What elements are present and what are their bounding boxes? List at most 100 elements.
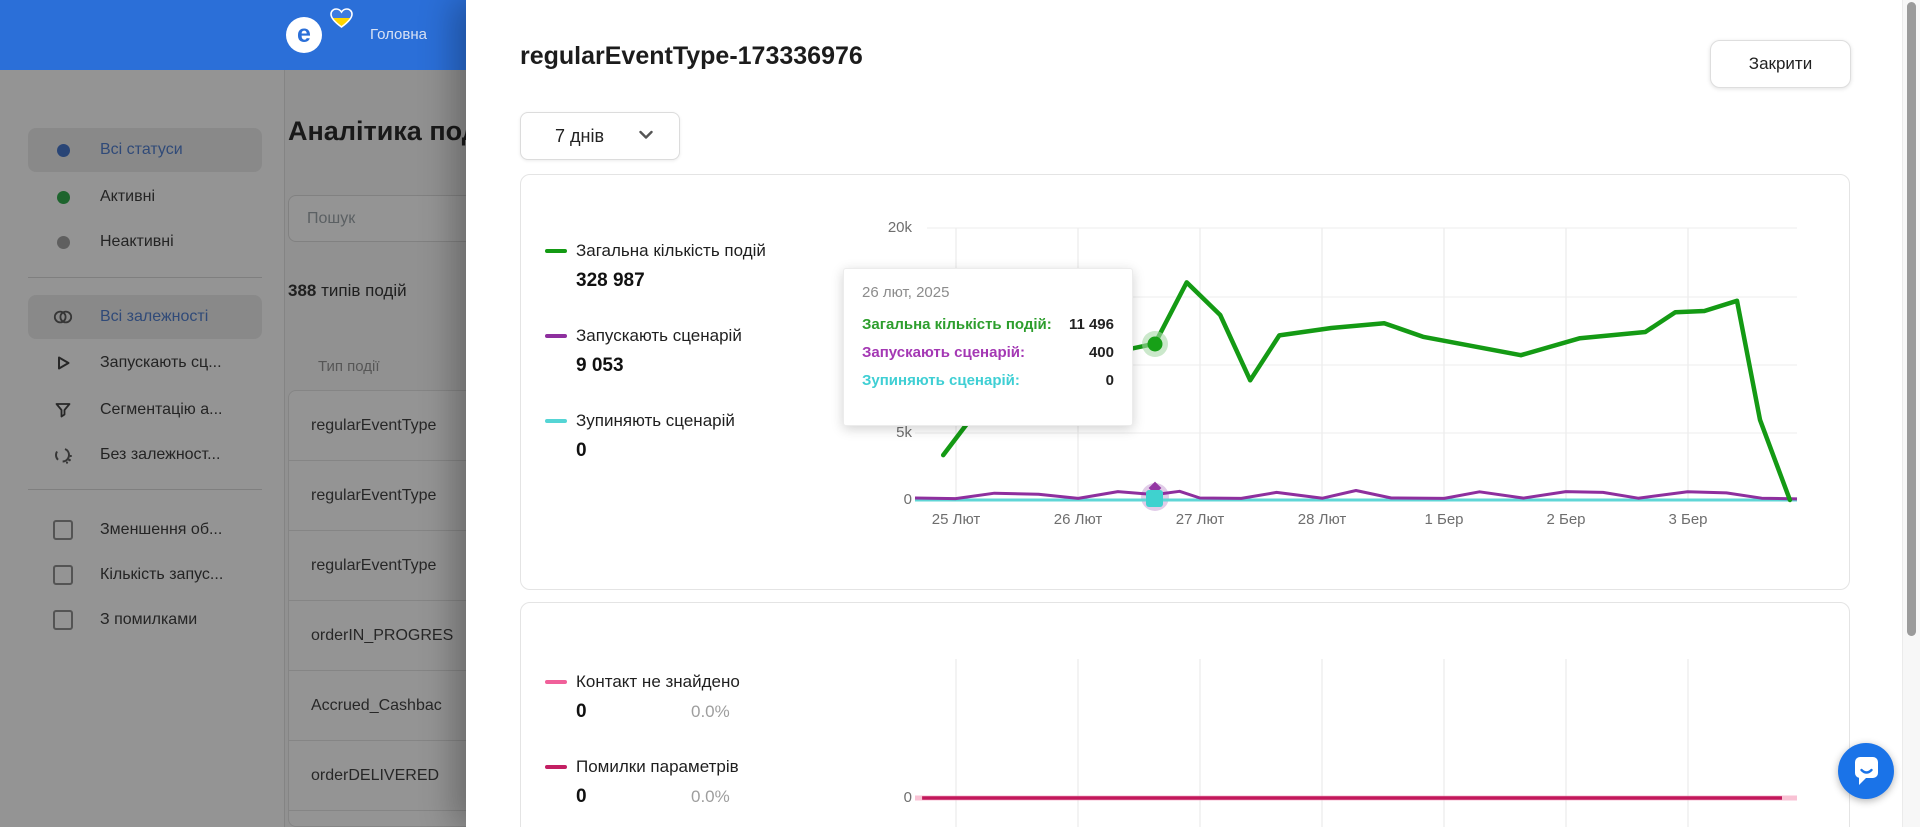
sidebar-item-all-statuses[interactable]: Всі статуси (28, 128, 262, 172)
legend-value: 0 (576, 786, 587, 807)
scrollbar-track[interactable] (1902, 0, 1920, 827)
chat-bubble-icon (1855, 757, 1878, 785)
sidebar-item-active[interactable]: Активні (28, 175, 262, 219)
count-label: типів подій (321, 281, 407, 300)
status-dot-gray (57, 236, 70, 249)
play-icon (58, 356, 70, 370)
legend-dash (545, 680, 567, 684)
period-select-value: 7 днів (555, 126, 605, 146)
y-tick: 5k (896, 424, 912, 441)
brand-logo-icon[interactable]: e (286, 17, 322, 53)
x-tick: 2 Бер (1546, 511, 1586, 528)
status-dot-green (57, 191, 70, 204)
sidebar-divider (28, 489, 262, 490)
y-tick: 0 (903, 789, 912, 806)
funnel-icon (55, 403, 71, 418)
chart-card-events (520, 174, 1850, 590)
count-value: 388 (288, 281, 317, 300)
legend-value: 0 (576, 440, 587, 461)
chat-launcher-button[interactable] (1838, 743, 1894, 799)
legend-item-start-scenarios[interactable]: Запускають сценарій 9 053 (545, 325, 885, 378)
legend-label: Загальна кількість подій (576, 241, 766, 260)
checkbox-label: Кількість запус... (100, 566, 224, 583)
event-types-count: 388 типів подій (288, 281, 407, 301)
x-tick: 3 Бер (1668, 511, 1708, 528)
legend-value: 0 (576, 701, 587, 722)
page-title: Аналітика под (288, 116, 479, 146)
ukraine-heart-icon (330, 8, 353, 28)
chart-card-errors (520, 602, 1850, 827)
nav-item-home[interactable]: Головна (370, 26, 427, 43)
sidebar-item-label: Сегментацію а... (100, 401, 223, 418)
tooltip-label: Загальна кількість подій: (862, 316, 1052, 333)
sidebar-item-label: Запускають сц... (100, 354, 222, 371)
legend-item-total-events[interactable]: Загальна кількість подій 328 987 (545, 240, 885, 293)
sidebar-filter-volume-decrease[interactable]: Зменшення об... (28, 508, 262, 552)
table-row[interactable]: Accrued_Cashbac (289, 671, 527, 741)
errors-chart (915, 659, 1797, 827)
y-tick: 20k (887, 219, 912, 236)
legend-value: 328 987 (576, 270, 645, 291)
legend-item-stop-scenarios[interactable]: Зупиняють сценарій 0 (545, 410, 885, 463)
legend-dash (545, 334, 567, 338)
sidebar-filter-with-errors[interactable]: З помилками (28, 598, 262, 642)
legend-label: Запускають сценарій (576, 326, 742, 345)
search-input[interactable]: Пошук (288, 195, 488, 242)
sidebar-item-segmentation[interactable]: Сегментацію а... (28, 388, 262, 432)
modal-backdrop[interactable] (0, 70, 466, 827)
sidebar-filter-launch-count[interactable]: Кількість запус... (28, 553, 262, 597)
tooltip-label: Зупиняють сценарій: (862, 372, 1020, 389)
x-tick: 26 Лют (1053, 511, 1103, 528)
tooltip-date: 26 лют, 2025 (862, 284, 950, 301)
hover-point-dot (1147, 336, 1163, 352)
sidebar-item-all-dependencies[interactable]: Всі залежності (28, 295, 262, 339)
broken-link-icon (55, 447, 72, 464)
table-row[interactable]: regularEventType (289, 391, 527, 461)
gridlines (955, 659, 1689, 827)
legend-dash (545, 249, 567, 253)
table-row[interactable]: orderDELIVERED (289, 741, 527, 811)
legend-item-parameter-errors[interactable]: Помилки параметрів 0 0.0% (545, 756, 885, 809)
x-tick: 25 Лют (931, 511, 981, 528)
legend-item-contact-not-found[interactable]: Контакт не знайдено 0 0.0% (545, 671, 885, 724)
table-row[interactable]: orderIN_PROGRES (289, 601, 527, 671)
link-icon (53, 310, 73, 324)
tooltip-value: 400 (1088, 344, 1114, 361)
sidebar-divider (28, 277, 262, 278)
x-tick: 27 Лют (1175, 511, 1225, 528)
chevron-down-icon (639, 130, 653, 139)
sidebar-item-start-scenarios[interactable]: Запускають сц... (28, 341, 262, 385)
period-select[interactable]: 7 днів (520, 112, 680, 160)
sidebar-item-label: Всі залежності (100, 308, 209, 325)
checkbox-label: Зменшення об... (100, 521, 223, 538)
sidebar: Всі статуси Активні Неактивні Всі залежн… (0, 70, 285, 827)
table-row[interactable]: regularEventType (289, 531, 527, 601)
legend-label: Помилки параметрів (576, 757, 739, 776)
checkbox[interactable] (53, 610, 73, 630)
sidebar-item-label: Всі статуси (100, 141, 183, 158)
checkbox[interactable] (53, 565, 73, 585)
legend-dash (545, 765, 567, 769)
scrollbar-thumb[interactable] (1907, 2, 1916, 636)
sidebar-item-label: Без залежност... (100, 446, 221, 463)
sidebar-item-no-dependencies[interactable]: Без залежност... (28, 433, 262, 477)
brand-letter: e (297, 20, 311, 48)
status-dot-blue (57, 144, 70, 157)
tooltip-value: 0 (1105, 372, 1114, 389)
chart-tooltip: 26 лют, 2025 Загальна кількість подій: 1… (843, 268, 1133, 426)
checkbox[interactable] (53, 520, 73, 540)
column-header-event-type: Тип події (318, 358, 380, 375)
table-row[interactable]: regularEventType (289, 461, 527, 531)
tooltip-value: 11 496 (1068, 316, 1114, 333)
y-tick: 0 (903, 491, 912, 508)
sidebar-item-inactive[interactable]: Неактивні (28, 220, 262, 264)
legend-percent: 0.0% (691, 702, 730, 721)
legend-value: 9 053 (576, 355, 624, 376)
close-button[interactable]: Закрити (1710, 40, 1851, 88)
legend-percent: 0.0% (691, 787, 730, 806)
legend-label: Контакт не знайдено (576, 672, 740, 691)
tooltip-label: Запускають сценарій: (862, 344, 1025, 361)
selected-point-square (1146, 490, 1163, 507)
legend-label: Зупиняють сценарій (576, 411, 735, 430)
